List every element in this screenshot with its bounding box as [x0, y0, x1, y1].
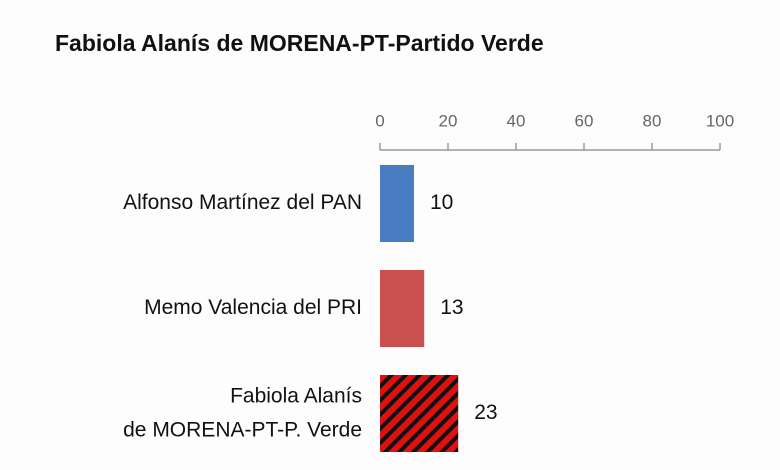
bar — [380, 270, 425, 347]
x-tick-label: 20 — [439, 111, 458, 130]
value-label: 23 — [474, 401, 497, 424]
x-tick-label: 40 — [507, 111, 526, 130]
category-label: Alfonso Martínez del PAN — [123, 191, 362, 214]
x-tick-label: 60 — [575, 111, 594, 130]
bar — [380, 375, 459, 452]
x-tick-label: 80 — [643, 111, 662, 130]
x-tick-label: 0 — [375, 111, 384, 130]
chart-title: Fabiola Alanís de MORENA-PT-Partido Verd… — [55, 30, 544, 56]
value-label: 10 — [430, 191, 453, 214]
value-label: 13 — [440, 296, 463, 319]
x-tick-label: 100 — [706, 111, 734, 130]
bar — [380, 165, 414, 242]
category-label: Fabiola Alanís de MORENA-PT-P. Verde — [123, 384, 362, 441]
category-label: Memo Valencia del PRI — [144, 296, 362, 319]
